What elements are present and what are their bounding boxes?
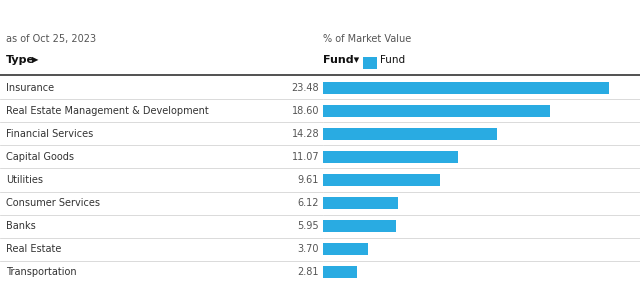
- Bar: [323, 220, 396, 232]
- Text: 5.95: 5.95: [298, 221, 319, 231]
- Text: 3.70: 3.70: [298, 244, 319, 254]
- Text: Real Estate: Real Estate: [6, 244, 61, 254]
- Text: 2.81: 2.81: [298, 268, 319, 277]
- Text: Banks: Banks: [6, 221, 36, 231]
- Text: 23.48: 23.48: [292, 83, 319, 92]
- Text: Capital Goods: Capital Goods: [6, 152, 74, 162]
- Bar: [323, 266, 357, 278]
- Text: Real Estate Management & Development: Real Estate Management & Development: [6, 106, 209, 116]
- Text: ▶: ▶: [32, 55, 38, 65]
- Text: Financial Services: Financial Services: [6, 129, 93, 139]
- Text: Fund: Fund: [380, 55, 404, 65]
- Text: 11.07: 11.07: [292, 152, 319, 162]
- Text: Insurance: Insurance: [6, 83, 54, 92]
- Text: 9.61: 9.61: [298, 175, 319, 185]
- Text: Consumer Services: Consumer Services: [6, 198, 100, 208]
- Text: % of Market Value: % of Market Value: [323, 34, 412, 44]
- Bar: [323, 243, 368, 255]
- Bar: [323, 128, 497, 140]
- Bar: [323, 174, 440, 186]
- Text: Fund▾: Fund▾: [323, 55, 360, 65]
- Text: Sector: Sector: [10, 8, 53, 21]
- Text: as of Oct 25, 2023: as of Oct 25, 2023: [6, 34, 96, 44]
- Text: 18.60: 18.60: [292, 106, 319, 116]
- Text: 6.12: 6.12: [298, 198, 319, 208]
- Bar: [323, 197, 398, 209]
- Bar: [323, 151, 458, 163]
- Bar: [323, 82, 609, 94]
- Text: Transportation: Transportation: [6, 268, 77, 277]
- Text: Type: Type: [6, 55, 35, 65]
- Bar: [323, 105, 550, 117]
- Text: 14.28: 14.28: [292, 129, 319, 139]
- Text: Utilities: Utilities: [6, 175, 43, 185]
- Bar: [364, 57, 377, 69]
